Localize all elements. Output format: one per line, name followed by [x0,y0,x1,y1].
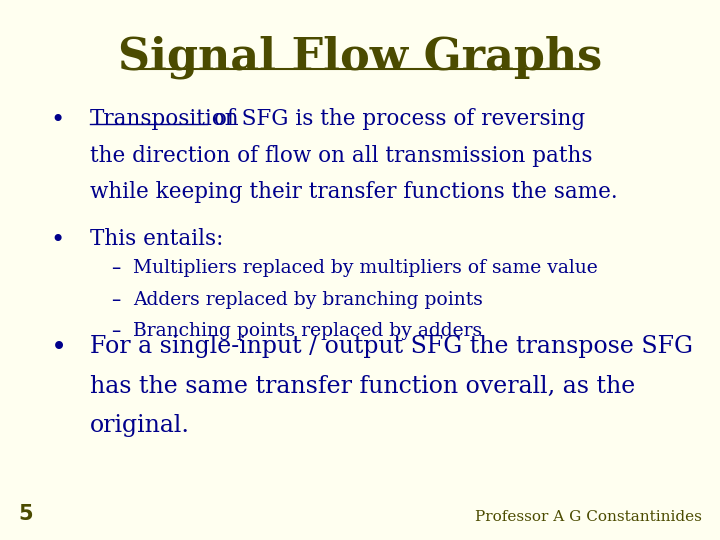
Text: Multipliers replaced by multipliers of same value: Multipliers replaced by multipliers of s… [133,259,598,277]
Text: Branching points replaced by adders: Branching points replaced by adders [133,322,482,340]
Text: Adders replaced by branching points: Adders replaced by branching points [133,291,483,308]
Text: –: – [112,259,121,278]
Text: original.: original. [90,414,190,437]
Text: the direction of flow on all transmission paths: the direction of flow on all transmissio… [90,145,593,167]
Text: Transposition: Transposition [90,108,240,130]
Text: of SFG is the process of reversing: of SFG is the process of reversing [207,108,585,130]
Text: •: • [50,108,65,132]
Text: has the same transfer function overall, as the: has the same transfer function overall, … [90,375,635,398]
Text: •: • [50,335,66,361]
Text: Signal Flow Graphs: Signal Flow Graphs [118,35,602,79]
Text: Professor A G Constantinides: Professor A G Constantinides [475,510,702,524]
Text: This entails:: This entails: [90,228,223,250]
Text: –: – [112,322,121,341]
Text: –: – [112,291,121,309]
Text: 5: 5 [18,504,32,524]
Text: •: • [50,228,65,252]
Text: For a single-input / output SFG the transpose SFG: For a single-input / output SFG the tran… [90,335,693,359]
Text: while keeping their transfer functions the same.: while keeping their transfer functions t… [90,181,618,204]
